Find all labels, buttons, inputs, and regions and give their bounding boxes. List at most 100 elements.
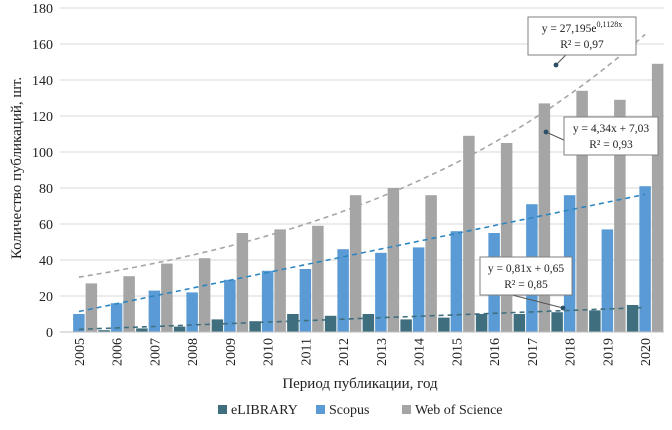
x-tick-label: 2012 (337, 338, 352, 366)
legend-swatch (218, 405, 227, 414)
y-tick-label: 140 (32, 74, 53, 89)
x-tick-label: 2013 (375, 338, 390, 366)
trend-r-squared: R² = 0,97 (560, 39, 604, 51)
x-tick-label: 2014 (413, 338, 428, 366)
bar-elibrary (438, 317, 450, 332)
bar-web-of-science (161, 263, 173, 332)
y-axis-title: Количество публикаций, шт. (9, 77, 25, 259)
bar-elibrary (249, 321, 261, 332)
bar-web-of-science (85, 283, 98, 332)
gridlines (60, 7, 664, 297)
trend-r-squared: R² = 0,85 (504, 279, 548, 291)
y-tick-label: 100 (32, 146, 53, 161)
bar-elibrary (626, 305, 639, 332)
legend-label: Scopus (329, 403, 369, 418)
trend-equation: y = 4,34x + 7,03 (573, 123, 649, 135)
bar-web-of-science (463, 135, 475, 332)
bar-web-of-science (538, 103, 551, 333)
bar-scopus (148, 290, 161, 332)
trendlines (78, 33, 646, 331)
x-tick-label: 2005 (73, 338, 88, 366)
bar-scopus (73, 314, 85, 332)
equation-leader-line (512, 294, 564, 309)
bar-elibrary (475, 314, 488, 332)
bar-scopus (110, 303, 123, 332)
x-tick-label: 2015 (450, 338, 465, 366)
equation-leader-dot (560, 305, 566, 311)
bar-scopus (601, 229, 614, 332)
y-tick-label: 180 (32, 2, 53, 17)
trendline-web-of-science (78, 33, 646, 278)
x-tick-label: 2018 (564, 338, 579, 366)
bar-web-of-science (312, 225, 324, 332)
y-tick-label: 80 (39, 182, 53, 197)
bar-scopus (375, 252, 387, 332)
x-axis-title: Период публикации, год (282, 376, 438, 392)
y-tick-label: 120 (32, 110, 53, 125)
trendline-scopus (78, 193, 646, 313)
bar-scopus (450, 231, 463, 332)
legend: eLIBRARY Scopus Web of Science (218, 403, 503, 418)
bar-web-of-science (387, 188, 400, 332)
y-tick-label: 20 (39, 290, 53, 305)
bar-web-of-science (236, 233, 249, 332)
bar-elibrary (551, 312, 563, 332)
equation-leader-dot (553, 62, 559, 68)
bar-scopus (186, 292, 198, 332)
bar-elibrary (211, 319, 224, 332)
bar-web-of-science (614, 99, 626, 332)
equation-leader-dot (543, 129, 549, 135)
bar-scopus (639, 186, 651, 332)
bar-web-of-science (349, 195, 362, 332)
y-tick-label: 40 (39, 254, 53, 269)
legend-swatch (316, 405, 325, 414)
y-tick-label: 0 (46, 326, 53, 341)
bar-elibrary (136, 328, 148, 332)
bars (73, 63, 664, 333)
bar-elibrary (324, 315, 337, 332)
legend-swatch (402, 405, 411, 414)
bar-scopus (261, 270, 274, 332)
bar-web-of-science (274, 229, 286, 332)
y-tick-label: 60 (39, 218, 53, 233)
legend-label: Web of Science (415, 403, 503, 418)
x-tick-label: 2017 (526, 338, 541, 366)
bar-elibrary (589, 310, 601, 332)
trend-equation: y = 0,81x + 0,65 (488, 263, 564, 275)
bar-web-of-science (123, 276, 135, 332)
bar-elibrary (400, 319, 412, 332)
bar-scopus (412, 247, 425, 332)
bar-elibrary (287, 314, 299, 332)
bar-web-of-science (500, 143, 513, 332)
bar-elibrary (362, 314, 375, 332)
bar-scopus (337, 249, 349, 332)
x-tick-label: 2008 (186, 338, 201, 366)
bar-elibrary (513, 314, 526, 332)
x-tick-label: 2009 (224, 338, 239, 366)
bar-scopus (299, 269, 312, 332)
x-tick-label: 2019 (601, 338, 616, 366)
trend-r-squared: R² = 0,93 (589, 139, 633, 151)
bar-elibrary (173, 326, 186, 332)
trendline-elibrary (78, 306, 646, 331)
bar-elibrary (98, 330, 110, 332)
x-tick-label: 2006 (111, 338, 126, 366)
bar-web-of-science (576, 90, 588, 332)
equation-box (527, 16, 637, 56)
bar-web-of-science (425, 195, 437, 332)
legend-label: eLIBRARY (231, 403, 298, 418)
axes: 0 20 40 60 80 100 120 140 160 180 2005 2006 2007 2008… (32, 2, 664, 366)
x-tick-label: 2007 (148, 338, 163, 366)
x-tick-label: 2010 (262, 338, 277, 366)
bar-web-of-science (198, 258, 211, 332)
bar-scopus (224, 279, 236, 332)
bar-web-of-science (651, 63, 664, 333)
x-tick-label: 2011 (299, 338, 314, 365)
y-tick-label: 160 (32, 38, 53, 53)
equation-box (479, 256, 573, 296)
x-tick-label: 2016 (488, 338, 503, 366)
equation-box (563, 116, 659, 156)
